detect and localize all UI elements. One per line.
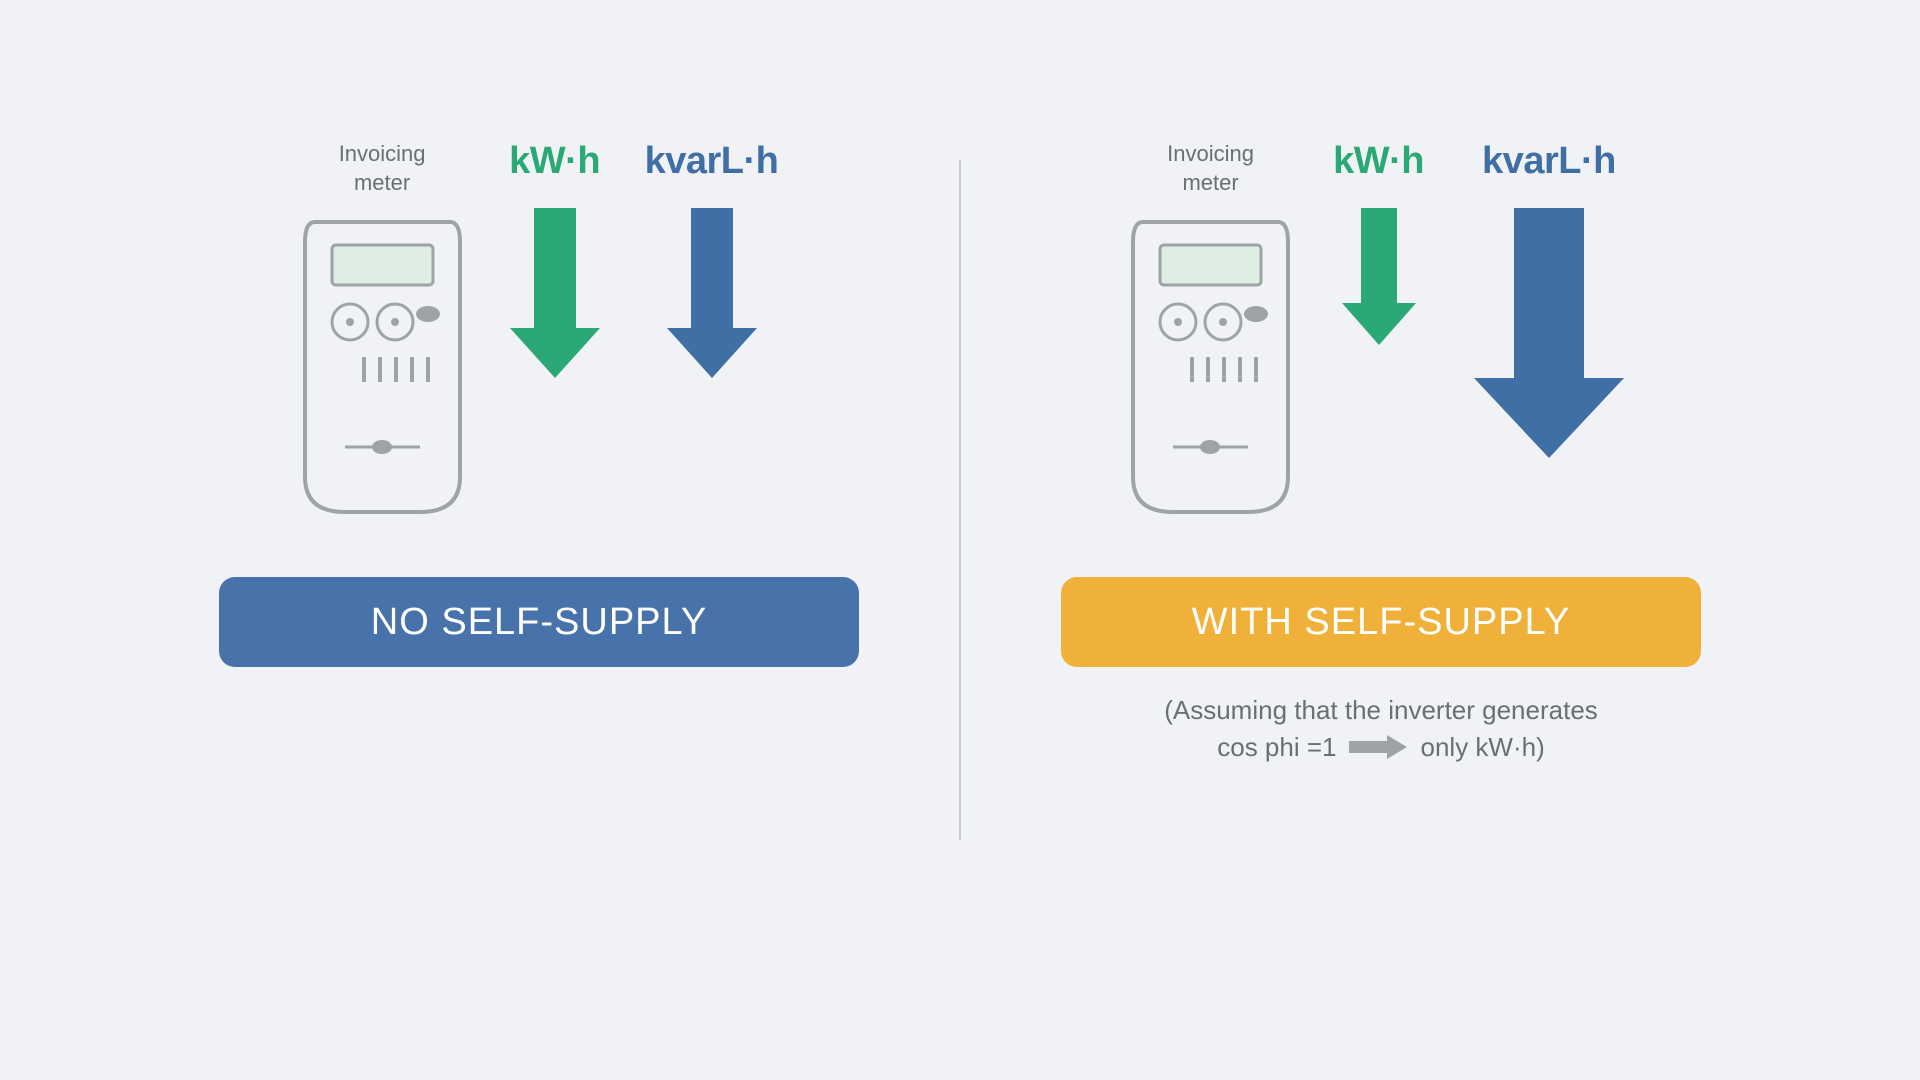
footnote: (Assuming that the inverter generates co… [1164, 692, 1598, 765]
badge-text: WITH SELF-SUPPLY [1192, 601, 1570, 644]
meter-label-line: meter [354, 170, 410, 195]
left-kvarlh-block: kvarL·h [645, 140, 779, 388]
left-badge: NO SELF-SUPPLY [219, 577, 859, 667]
badge-text: NO SELF-SUPPLY [371, 601, 707, 644]
diagram-container: Invoicing meter [0, 0, 1920, 1080]
right-meter-block: Invoicing meter [1128, 140, 1293, 517]
right-kvarlh-block: kvarL·h [1464, 140, 1634, 478]
down-arrow-icon [1334, 208, 1424, 358]
down-arrow-icon [662, 208, 762, 388]
down-arrow-icon [505, 208, 605, 388]
meter-label-line: meter [1182, 170, 1238, 195]
meter-label-line: Invoicing [339, 141, 426, 166]
meter-icon [1128, 217, 1293, 517]
down-arrow-icon [1464, 208, 1634, 478]
right-panel: Invoicing meter [1001, 140, 1761, 765]
meter-label-line: Invoicing [1167, 141, 1254, 166]
right-top-row: Invoicing meter [1001, 140, 1761, 517]
left-kwh-block: kW·h [505, 140, 605, 388]
left-top-row: Invoicing meter [159, 140, 919, 517]
right-badge: WITH SELF-SUPPLY [1061, 577, 1701, 667]
kvarlh-label: kvarL·h [645, 140, 779, 183]
footnote-pre: cos phi =1 [1217, 729, 1336, 765]
kvarlh-label: kvarL·h [1482, 140, 1616, 183]
footnote-post: only kW·h) [1421, 729, 1545, 765]
right-arrow-icon [1349, 733, 1409, 761]
left-meter-label: Invoicing meter [339, 140, 426, 197]
left-meter-block: Invoicing meter [300, 140, 465, 517]
kwh-label: kW·h [509, 140, 600, 183]
right-kwh-block: kW·h [1333, 140, 1424, 358]
right-meter-label: Invoicing meter [1167, 140, 1254, 197]
kwh-label: kW·h [1333, 140, 1424, 183]
footnote-line2: cos phi =1 only kW·h) [1217, 729, 1545, 765]
footnote-line1: (Assuming that the inverter generates [1164, 692, 1598, 728]
meter-icon [300, 217, 465, 517]
left-panel: Invoicing meter [159, 140, 919, 667]
vertical-divider [959, 160, 961, 840]
